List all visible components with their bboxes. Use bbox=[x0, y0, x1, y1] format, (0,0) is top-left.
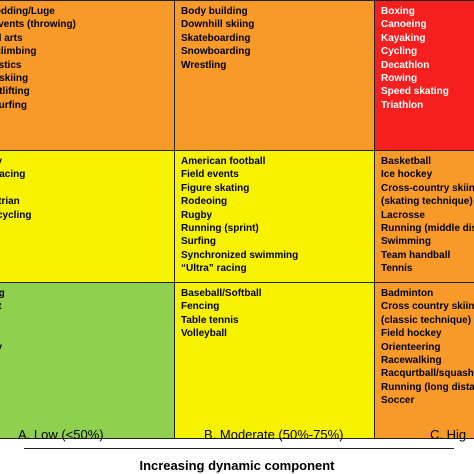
sport-item: Running (middle dist bbox=[381, 223, 474, 235]
sport-item: orcycling bbox=[0, 209, 32, 221]
sport-list: lingketng ery ng bbox=[0, 287, 174, 394]
sport-item: Cross country skiing bbox=[381, 301, 474, 313]
sport-list: erye racingngestrianorcycling bbox=[0, 155, 174, 222]
sport-item: Soccer bbox=[381, 395, 415, 407]
sport-item: Team handball bbox=[381, 249, 451, 261]
cell-r1-c0: erye racingngestrianorcycling bbox=[0, 151, 175, 283]
sport-item: Snowboarding bbox=[181, 46, 251, 58]
cell-r0-c2: Boxing Canoeing Kayaking Cycling Decathlon Ro… bbox=[375, 1, 474, 151]
sport-item: Lacrosse bbox=[381, 209, 425, 221]
sport-item: Downhill skiing bbox=[181, 19, 255, 31]
sport-item: Surfing bbox=[181, 236, 216, 248]
sport-list: Baseball/Softball Fencing Table tennis Voll… bbox=[181, 287, 374, 341]
sport-item: Field hockey bbox=[381, 328, 442, 340]
cell-r1-c1: American football Field events Figure skat… bbox=[175, 151, 375, 283]
sport-item: Decathlon bbox=[381, 59, 430, 71]
sport-item: Wrestling bbox=[181, 59, 227, 71]
sport-item: nastics bbox=[0, 59, 22, 71]
sport-item: ng bbox=[0, 314, 174, 327]
cell-r2-c0: lingketng ery ng bbox=[0, 283, 175, 439]
sport-item: Fencing bbox=[181, 301, 220, 313]
x-tick-labels: A. Low (<50%) B. Moderate (50%-75%) C. H… bbox=[0, 427, 474, 473]
sport-item: Orienteering bbox=[381, 341, 441, 353]
sport-item: (classic technique) bbox=[381, 314, 472, 326]
sport-item: Canoeing bbox=[381, 19, 427, 31]
sport-list: Basketball Ice hockey Cross-country skiing… bbox=[381, 155, 474, 276]
sport-item: er skiing bbox=[0, 73, 29, 85]
sport-item: Cycling bbox=[381, 46, 418, 58]
sport-item bbox=[0, 354, 174, 367]
sport-item: Volleyball bbox=[181, 328, 227, 340]
sport-item: l events (throwing) bbox=[0, 19, 76, 31]
cell-r0-c0: sledding/Luge l events (throwing)tial art… bbox=[0, 1, 175, 151]
sport-item: Tennis bbox=[381, 263, 413, 275]
sport-item: Speed skating bbox=[381, 86, 449, 98]
sport-list: sledding/Luge l events (throwing)tial art… bbox=[0, 5, 174, 112]
sport-item: ery bbox=[0, 341, 174, 354]
sport-item: Rowing bbox=[381, 73, 418, 85]
sport-item: Figure skating bbox=[181, 182, 250, 194]
sport-item: Body building bbox=[181, 6, 248, 17]
sport-list: Body building Downhill skiing Skateboardin… bbox=[181, 5, 374, 72]
sport-item: c climbing bbox=[0, 46, 37, 58]
x-tick-label-low: A. Low (<50%) bbox=[18, 427, 104, 442]
sport-item: Badminton bbox=[381, 288, 434, 299]
sport-item: American football bbox=[181, 156, 266, 167]
sport-item: Field events bbox=[181, 169, 239, 181]
sports-classification-grid: sledding/Luge l events (throwing)tial art… bbox=[0, 0, 474, 439]
sport-item: dsurfing bbox=[0, 99, 27, 111]
x-tick-label-high: C. Hig bbox=[430, 427, 467, 442]
sport-item: Ice hockey bbox=[381, 169, 433, 181]
cell-r1-c2: Basketball Ice hockey Cross-country skiing… bbox=[375, 151, 474, 283]
x-axis-line bbox=[24, 448, 454, 449]
sport-item: tial arts bbox=[0, 32, 23, 44]
sport-item: Running (sprint) bbox=[181, 223, 259, 235]
sport-item: ling bbox=[0, 287, 174, 300]
cell-r2-c1: Baseball/Softball Fencing Table tennis Voll… bbox=[175, 283, 375, 439]
sport-item: Rodeoing bbox=[181, 196, 228, 208]
cell-r0-c1: Body building Downhill skiing Skateboardin… bbox=[175, 1, 375, 151]
sport-item: Cross-country skiing bbox=[381, 182, 474, 194]
sport-item: Baseball/Softball bbox=[181, 288, 262, 299]
sport-item: Rugby bbox=[181, 209, 213, 221]
sport-item: Triathlon bbox=[381, 99, 424, 111]
sport-item: ghtlifting bbox=[0, 86, 30, 98]
sport-list: American football Field events Figure skat… bbox=[181, 155, 374, 276]
sport-item: ng bbox=[0, 182, 174, 195]
sport-list: Badminton Cross country skiing (classic te… bbox=[381, 287, 474, 408]
sport-item: Running (long distan bbox=[381, 381, 474, 393]
sport-item: estrian bbox=[0, 196, 20, 208]
x-tick-label-moderate: B. Moderate (50%-75%) bbox=[204, 427, 344, 442]
sport-item: ery bbox=[0, 155, 174, 168]
sport-item: Synchronized swimming bbox=[181, 249, 299, 261]
sport-item bbox=[0, 327, 174, 340]
sport-item: Racewalking bbox=[381, 355, 442, 367]
sport-item: “Ultra” racing bbox=[181, 263, 247, 275]
sport-item: Skateboarding bbox=[181, 32, 251, 44]
sport-item: Basketball bbox=[381, 156, 432, 167]
x-axis-title: Increasing dynamic component bbox=[139, 458, 335, 473]
cell-r2-c2: Badminton Cross country skiing (classic te… bbox=[375, 283, 474, 439]
sport-item: ng bbox=[0, 367, 174, 380]
sport-item bbox=[0, 381, 174, 394]
sport-item: Kayaking bbox=[381, 32, 426, 44]
sport-item: e racing bbox=[0, 169, 26, 181]
sport-item: ket bbox=[0, 300, 174, 313]
sport-item: Boxing bbox=[381, 6, 415, 17]
sport-item: (skating technique) bbox=[381, 196, 473, 208]
sport-item: sledding/Luge bbox=[0, 6, 55, 17]
sport-item: Swimming bbox=[381, 236, 432, 248]
sport-item: Table tennis bbox=[181, 314, 239, 326]
sport-item: Racqurtball/squash bbox=[381, 368, 474, 380]
sport-list: Boxing Canoeing Kayaking Cycling Decathlon Ro… bbox=[381, 5, 474, 112]
